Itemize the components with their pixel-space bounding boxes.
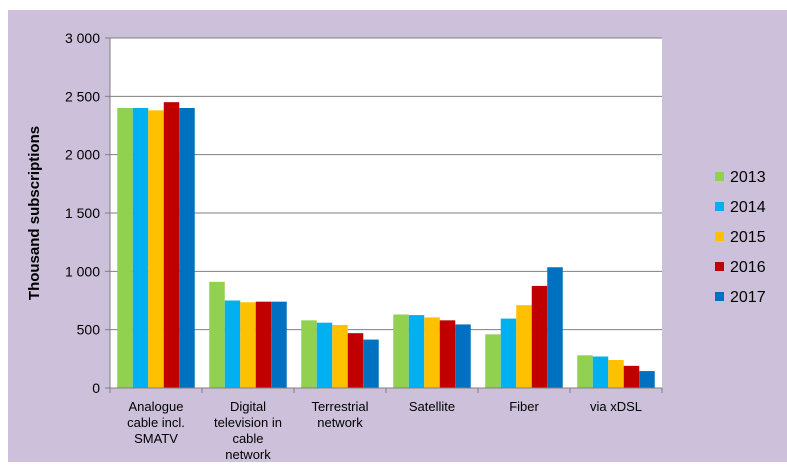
bar-2015 [424,317,440,388]
x-category-label: Satellite [409,399,455,414]
y-tick-label: 1 500 [65,205,100,221]
bars [117,102,655,389]
bar-2014 [408,315,425,388]
bar-2013 [485,334,501,388]
legend-label: 2013 [730,169,766,186]
bar-2016 [347,333,364,388]
x-category-label: Digital television in cable network [214,399,282,462]
x-category-label: Analogue cable incl. SMATV [127,399,185,446]
bar-2013 [577,355,593,388]
legend-swatch [715,262,724,271]
legend: 2013 2014 2015 2016 2017 [715,169,766,306]
bar-2016 [531,285,548,388]
legend-label: 2015 [730,229,766,246]
bar-2015 [148,110,164,388]
bar-2016 [255,301,272,388]
bar-2013 [117,108,133,388]
x-category-label-line: Fiber [509,399,539,414]
x-category-labels: Analogue cable incl. SMATV Digital televisio… [127,399,642,462]
bar-2016 [623,365,640,388]
bar-2016 [163,102,180,389]
bar-2014 [500,318,517,388]
bar-2014 [592,356,609,388]
gridlines [105,37,662,389]
chart-background: 0 500 1 000 1 500 2 000 2 500 3 000 Analogue ca… [8,10,787,462]
legend-label: 2014 [730,199,766,216]
y-tick-labels: 0 500 1 000 1 500 2 000 2 500 3 000 [65,30,100,396]
bar-2015 [240,302,256,388]
x-category-label: Fiber [509,399,539,414]
y-tick-label: 3 000 [65,30,100,46]
bar-2015 [332,325,348,388]
y-tick-label: 0 [92,380,100,396]
axes [109,38,663,393]
x-category-label-line: cable [232,431,263,446]
bar-2014 [316,322,333,388]
bar-2016 [439,320,456,388]
x-category-label-line: network [225,447,271,462]
legend-swatch [715,172,724,181]
bar-2014 [224,300,241,388]
y-tick-label: 500 [77,322,101,338]
x-category-label-line: SMATV [134,431,178,446]
y-tick-label: 2 000 [65,147,100,163]
y-tick-label: 1 000 [65,263,100,279]
x-category-label-line: cable incl. [127,415,185,430]
legend-label: 2016 [730,259,766,276]
x-category-label-line: network [317,415,363,430]
bar-2013 [393,314,409,388]
x-category-label-line: Terrestrial [311,399,368,414]
bar-2013 [301,320,317,388]
bar-2014 [132,108,149,388]
x-category-label-line: Satellite [409,399,455,414]
x-category-label-line: television in [214,415,282,430]
bar-2017 [179,108,195,388]
bar-2017 [271,301,287,388]
bar-2015 [516,305,532,388]
bar-2013 [209,281,225,388]
bar-2017 [363,339,379,388]
y-tick-label: 2 500 [65,88,100,104]
bar-2017 [639,371,655,388]
x-category-label-line: via xDSL [590,399,642,414]
x-category-label: via xDSL [590,399,642,414]
x-category-label: Terrestrial network [311,399,368,430]
legend-swatch [715,232,724,241]
legend-swatch [715,292,724,301]
y-axis-label: Thousand subscriptions [26,126,43,300]
x-category-label-line: Digital [230,399,266,414]
bar-2017 [455,324,471,388]
legend-label: 2017 [730,289,766,306]
legend-swatch [715,202,724,211]
bar-2017 [547,267,563,388]
bar-2015 [608,360,624,388]
x-category-label-line: Analogue [129,399,184,414]
